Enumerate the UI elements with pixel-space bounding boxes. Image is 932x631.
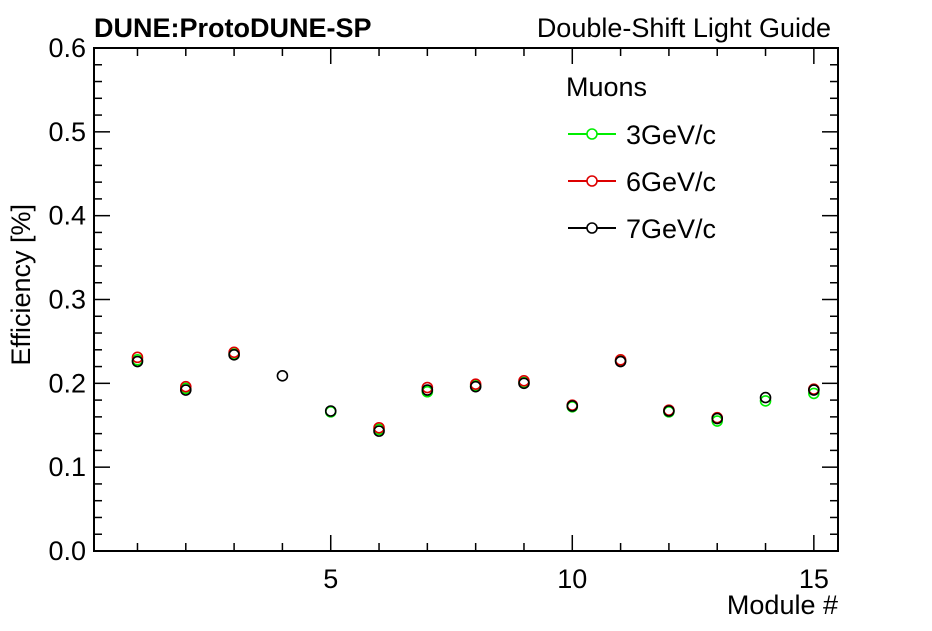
data-point xyxy=(759,391,772,404)
y-tick-label: 0.0 xyxy=(48,536,86,566)
data-point xyxy=(808,387,820,400)
data-point xyxy=(131,355,144,368)
legend-marker xyxy=(586,222,598,234)
data-point xyxy=(373,421,385,434)
data-point xyxy=(808,384,820,396)
legend-marker xyxy=(586,128,598,140)
plot-frame xyxy=(93,47,839,552)
chart-title-left: DUNE:ProtoDUNE-SP xyxy=(94,13,372,43)
data-point xyxy=(518,377,530,390)
data-point xyxy=(228,349,240,361)
chart-title-right: Double-Shift Light Guide xyxy=(537,13,831,43)
legend-label: 7GeV/c xyxy=(626,214,716,244)
data-point xyxy=(324,405,337,417)
x-tick-label: 5 xyxy=(323,564,338,594)
x-axis: 5 10 15 xyxy=(136,48,829,594)
data-point xyxy=(663,405,675,417)
data-point xyxy=(131,351,144,364)
legend-title: Muons xyxy=(566,72,647,102)
legend: Muons 3GeV/c 6GeV/c 7GeV/c xyxy=(566,72,716,244)
y-tick-label: 0.5 xyxy=(48,117,86,147)
data-point xyxy=(759,395,772,407)
y-tick-label: 0.2 xyxy=(48,368,86,398)
data-point xyxy=(179,384,192,396)
x-tick-label: 10 xyxy=(557,564,587,594)
y-tick-label: 0.4 xyxy=(48,201,86,231)
series-7gevc xyxy=(131,349,820,437)
y-tick-label: 0.3 xyxy=(48,285,86,315)
data-point xyxy=(469,380,482,393)
data-point xyxy=(711,412,724,425)
data-point xyxy=(373,425,385,437)
data-point xyxy=(421,384,434,396)
data-point xyxy=(276,369,289,382)
x-axis-label: Module # xyxy=(727,590,838,620)
data-point xyxy=(179,380,192,393)
y-axis: 0.0 0.1 0.2 0.3 0.4 0.5 0.6 xyxy=(48,33,838,566)
y-tick-label: 0.6 xyxy=(48,33,86,63)
data-point xyxy=(614,355,627,368)
x-tick-label: 15 xyxy=(799,564,829,594)
y-axis-label: Efficiency [%] xyxy=(6,204,36,366)
data-point xyxy=(566,400,579,412)
legend-marker xyxy=(586,175,598,187)
legend-label: 6GeV/c xyxy=(626,167,716,197)
data-points xyxy=(131,346,820,437)
y-tick-label: 0.1 xyxy=(48,452,86,482)
legend-label: 3GeV/c xyxy=(626,120,716,150)
